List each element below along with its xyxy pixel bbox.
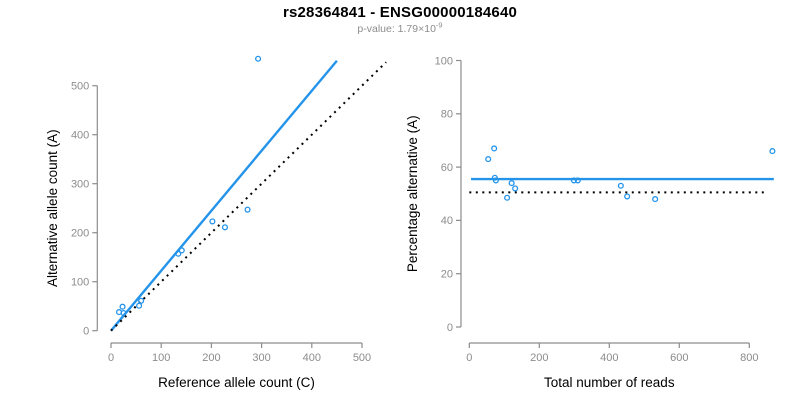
panel-percentage-alternative: 0 20 40 60 80 100 0 200 400 600 800 Total number of…	[405, 55, 776, 390]
x-tick-label: 300	[252, 352, 270, 364]
x-tick-label: 200	[202, 352, 220, 364]
y-tick-label: 80	[441, 109, 453, 121]
data-point	[652, 196, 659, 203]
data-point	[209, 218, 216, 225]
y-axis-title: Alternative allele count (A)	[45, 129, 60, 287]
y-tick-label: 0	[447, 322, 453, 334]
y-tick-label: 60	[441, 162, 453, 174]
x-tick-label: 0	[466, 352, 472, 364]
x-tick-label: 0	[108, 352, 114, 364]
y-tick-label: 300	[71, 179, 89, 191]
data-point	[244, 206, 251, 213]
p-value-base: p-value: 1.79×10	[357, 23, 436, 35]
panel-allele-counts: 0 100 200 300 400 500 0 100 200 300 400 500 Referenc…	[45, 55, 387, 390]
p-value-subtitle: p-value: 1.79×10-9	[0, 20, 800, 35]
data-point	[138, 297, 145, 304]
data-point	[624, 193, 631, 200]
y-tick-label: 0	[83, 326, 89, 338]
x-axis-title: Reference allele count (C)	[158, 375, 315, 390]
x-tick-label: 200	[530, 352, 548, 364]
x-tick-label: 800	[740, 352, 758, 364]
data-point	[570, 177, 577, 184]
data-point	[175, 250, 182, 257]
p-value-exponent: -9	[435, 20, 443, 30]
data-point	[512, 185, 519, 192]
y-tick-label: 100	[435, 55, 453, 67]
x-axis-title: Total number of reads	[544, 375, 675, 390]
data-point	[136, 302, 143, 309]
data-point	[769, 148, 776, 155]
data-point	[485, 156, 492, 163]
y-tick-label: 400	[71, 130, 89, 142]
data-point	[491, 145, 498, 152]
data-point	[504, 194, 511, 201]
x-tick-label: 400	[600, 352, 618, 364]
data-point	[221, 224, 229, 231]
data-point	[492, 177, 499, 184]
data-point	[574, 177, 581, 184]
y-tick-label: 40	[441, 215, 453, 227]
y-tick-label: 20	[441, 269, 453, 281]
page-title: rs28364841 - ENSG00000184640	[282, 4, 518, 21]
y-tick-label: 200	[71, 228, 89, 240]
y-tick-label: 500	[71, 81, 89, 93]
x-tick-label: 500	[353, 352, 371, 364]
data-point	[120, 310, 127, 317]
data-point	[178, 247, 185, 254]
data-point	[119, 303, 126, 310]
data-point	[255, 55, 262, 62]
x-tick-label: 100	[152, 352, 170, 364]
x-tick-label: 400	[303, 352, 321, 364]
data-point	[617, 182, 624, 189]
regression-line	[110, 59, 338, 332]
data-point	[508, 180, 515, 187]
identity-line	[110, 61, 387, 332]
y-tick-label: 100	[71, 277, 89, 289]
y-axis-title: Percentage alternative (A)	[405, 115, 420, 272]
x-tick-label: 600	[670, 352, 688, 364]
